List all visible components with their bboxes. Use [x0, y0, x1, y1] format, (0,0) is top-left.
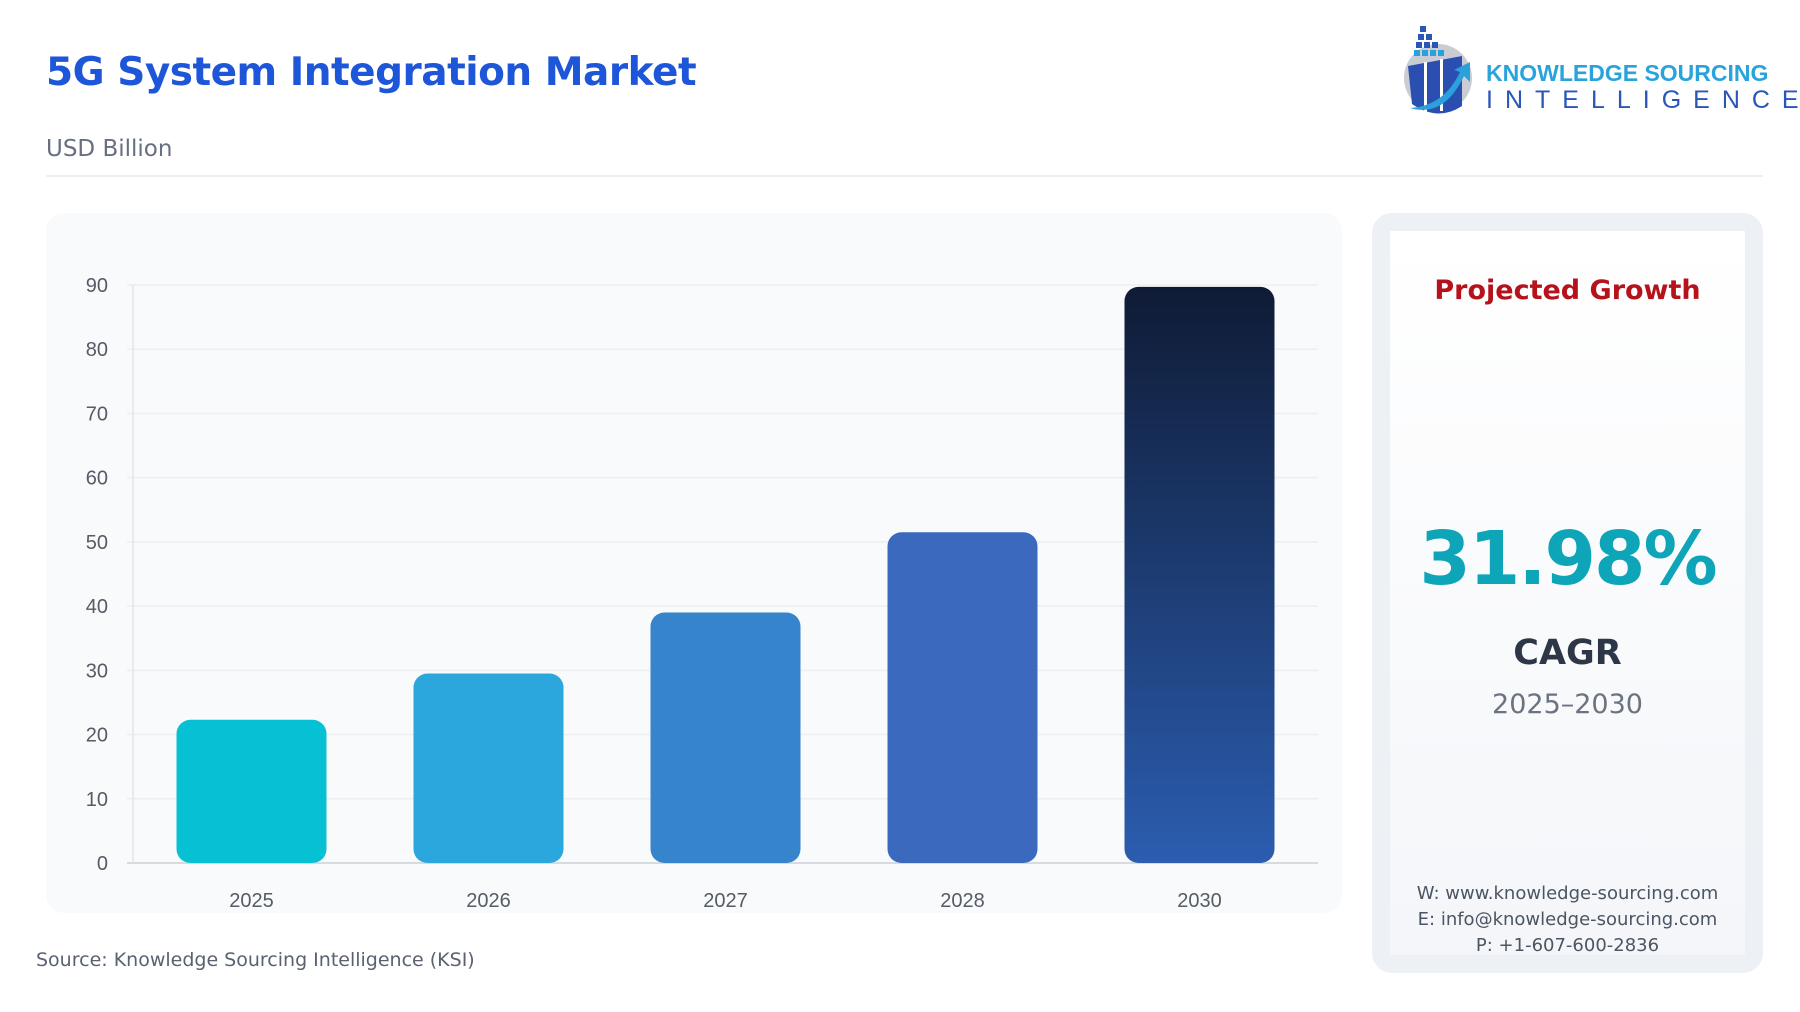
- cagr-period: 2025–2030: [1492, 689, 1643, 720]
- x-tick-label: 2025: [229, 890, 274, 912]
- cagr-value: 31.98%: [1419, 516, 1717, 602]
- website-link[interactable]: W: www.knowledge-sourcing.com: [1416, 883, 1719, 904]
- y-tick-label: 40: [86, 596, 108, 618]
- x-tick-label: 2030: [1177, 890, 1222, 912]
- y-tick-label: 80: [86, 339, 108, 361]
- y-tick-label: 10: [86, 789, 108, 811]
- x-tick-label: 2027: [703, 890, 748, 912]
- cagr-label: CAGR: [1513, 633, 1622, 673]
- logo-text: KNOWLEDGE SOURCING: [1486, 60, 1769, 86]
- logo-icon: [1404, 26, 1472, 114]
- bar-2028: [887, 532, 1038, 863]
- bar-2026: [413, 673, 564, 863]
- y-tick-label: 90: [86, 275, 108, 297]
- x-tick-label: 2026: [466, 890, 511, 912]
- y-tick-label: 60: [86, 468, 108, 490]
- page-title: 5G System Integration Market: [46, 50, 697, 95]
- email-link[interactable]: E: info@knowledge-sourcing.com: [1417, 909, 1718, 930]
- divider: [46, 175, 1763, 177]
- bar-2025: [176, 719, 327, 863]
- y-tick-label: 20: [86, 725, 108, 747]
- unit-label: USD Billion: [46, 136, 173, 162]
- growth-panel: Projected Growth 31.98% CAGR 2025–2030 W…: [1372, 213, 1763, 973]
- y-tick-label: 70: [86, 403, 108, 425]
- logo-text: INTELLIGENCE: [1486, 86, 1800, 114]
- bar-2027: [650, 612, 801, 863]
- bar-2030: [1124, 286, 1275, 864]
- y-tick-label: 0: [97, 853, 108, 875]
- y-tick-label: 50: [86, 532, 108, 554]
- x-tick-label: 2028: [940, 890, 985, 912]
- y-tick-label: 30: [86, 660, 108, 682]
- source-note: Source: Knowledge Sourcing Intelligence …: [36, 949, 475, 971]
- company-logo: KNOWLEDGE SOURCING INTELLIGENCE: [1400, 26, 1799, 121]
- panel-heading: Projected Growth: [1434, 275, 1701, 306]
- phone-number: P: +1-607-600-2836: [1475, 935, 1660, 956]
